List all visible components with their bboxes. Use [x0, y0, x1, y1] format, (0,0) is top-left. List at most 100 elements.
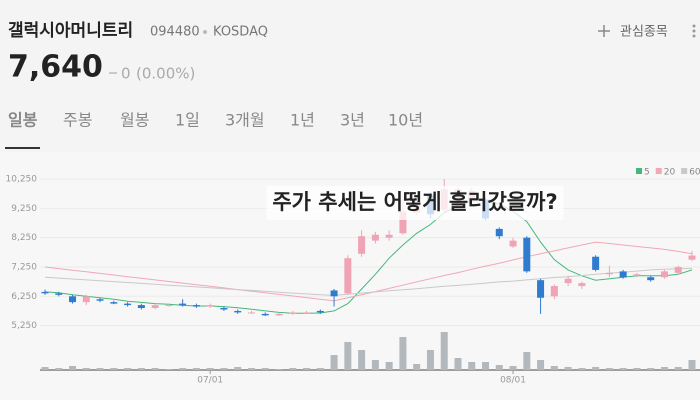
volume-bar	[454, 358, 462, 370]
candle-body	[358, 236, 366, 254]
candle-body	[550, 286, 558, 297]
x-tick-label: 07/01	[197, 376, 223, 386]
volume-bar	[426, 350, 434, 370]
ma-line	[44, 241, 693, 302]
stock-name: 갤럭시아머니트리	[8, 21, 133, 41]
stock-market: KOSDAQ	[213, 25, 268, 40]
candle-body	[275, 313, 283, 316]
volume-bar	[523, 352, 531, 370]
volume-bar	[537, 360, 545, 370]
volume-bar	[688, 360, 696, 370]
y-tick-label: 5,250	[11, 321, 37, 331]
volume-bar	[495, 365, 503, 370]
ma-line	[44, 199, 693, 314]
period-tabs: 일봉 주봉 월봉 1일 3개월 1년 3년 10년	[8, 111, 423, 130]
candle-body	[41, 291, 49, 294]
candle-body	[303, 312, 311, 314]
volume-bar	[96, 368, 104, 370]
volume-bar	[592, 367, 600, 370]
volume-bar	[289, 368, 297, 370]
volume-bar	[330, 355, 338, 370]
watch-label: 관심종목	[620, 25, 668, 40]
legend-label: 5	[644, 168, 650, 178]
volume-bar	[647, 368, 655, 370]
volume-bar	[303, 368, 311, 370]
volume-bar	[110, 368, 118, 370]
price: 7,640	[8, 50, 103, 85]
tab[interactable]: 10년	[388, 111, 423, 130]
volume-bar	[275, 369, 283, 370]
legend-swatch	[655, 168, 662, 174]
volume-bar	[234, 367, 242, 370]
y-tick-label: 8,250	[11, 233, 37, 243]
candle-body	[82, 296, 90, 303]
volume-bar	[220, 368, 228, 370]
y-tick-label: 6,250	[11, 292, 37, 302]
tab[interactable]: 3년	[340, 111, 365, 130]
candle-body	[509, 240, 517, 247]
candle-body	[179, 303, 187, 306]
candle-body	[55, 293, 63, 295]
x-tick-label: 08/01	[500, 376, 526, 386]
y-tick-label: 9,250	[11, 204, 37, 214]
candle-body	[247, 312, 255, 314]
candle-body	[688, 255, 696, 260]
candle-body	[234, 310, 242, 313]
candle-body	[523, 237, 531, 272]
legend-label: 60	[689, 168, 700, 178]
candle-body	[564, 278, 572, 284]
volume-bar	[179, 368, 187, 370]
volume-bar	[440, 332, 448, 370]
candle-body	[261, 313, 269, 316]
volume-bar	[55, 368, 63, 370]
candle-body	[165, 305, 173, 307]
legend-label: 20	[664, 168, 676, 178]
volume-bar	[261, 368, 269, 370]
y-tick-label: 7,250	[11, 262, 37, 272]
volume-bar	[344, 342, 352, 370]
more-menu[interactable]	[692, 24, 696, 38]
tab[interactable]: 주봉	[63, 111, 92, 130]
candle-body	[385, 234, 393, 238]
candle-body	[96, 299, 104, 301]
chart: 10,250 9,250 8,250 7,250 6,250 5,250 07/01 08/0…	[6, 168, 700, 386]
legend-swatch	[636, 168, 642, 174]
candle-body	[633, 274, 641, 276]
volume-bar	[41, 367, 49, 370]
candle-body	[220, 308, 228, 310]
legend-swatch	[681, 168, 688, 174]
stock-code: 094480	[150, 25, 200, 40]
volume-bar	[509, 366, 517, 370]
change: 0	[121, 65, 131, 83]
ma-line	[44, 267, 693, 296]
tab[interactable]: 1일	[175, 111, 200, 130]
volume-bar	[165, 369, 173, 370]
candle-body	[592, 256, 600, 270]
volume-bar	[633, 368, 641, 370]
tab[interactable]: 월봉	[120, 111, 149, 130]
candle-body	[537, 280, 545, 298]
volume-bar	[137, 368, 145, 370]
candle-body	[206, 305, 214, 307]
candle-body	[192, 305, 200, 307]
volume-bar	[619, 368, 627, 370]
volume-bar	[674, 367, 682, 370]
y-tick-label: 10,250	[6, 175, 38, 185]
tab[interactable]: 1년	[290, 111, 315, 130]
volume-bar	[358, 350, 366, 370]
tab[interactable]: 일봉	[8, 111, 38, 130]
watch-button[interactable]: 관심종목	[598, 25, 668, 40]
volume-bar	[399, 337, 407, 370]
volume-bar	[316, 368, 324, 370]
volume-bar	[550, 366, 558, 370]
volume-bar	[151, 368, 159, 370]
candle-body	[605, 272, 613, 275]
candle-body	[399, 211, 407, 234]
tab[interactable]: 3개월	[225, 111, 265, 130]
candle-body	[289, 312, 297, 314]
separator-dot	[203, 30, 207, 34]
volume-bar	[385, 362, 393, 370]
volume-bar	[468, 362, 476, 370]
volume-bar	[69, 366, 77, 370]
volume-bar	[82, 368, 90, 370]
